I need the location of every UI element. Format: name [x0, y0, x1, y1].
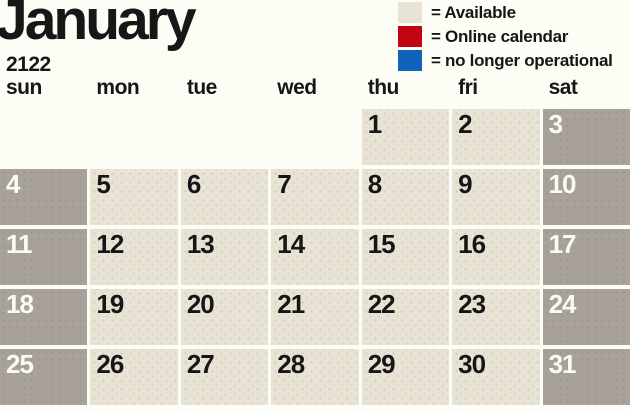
legend-label: = no longer operational	[431, 50, 613, 70]
calendar-cell-day-7[interactable]: 7	[271, 169, 359, 225]
calendar-grid: 1 2 3 4 5 6 7 8 9 10 11 12 13 14 15 16 17 18 19 20 21 22 23 24 2…	[0, 109, 630, 405]
month-title: January	[0, 0, 197, 52]
legend-item-online-calendar: = Online calendar	[398, 26, 613, 47]
calendar-cell-day-29[interactable]: 29	[362, 349, 450, 405]
calendar-cell-day-13[interactable]: 13	[181, 229, 269, 285]
legend-label: = Available	[431, 2, 516, 22]
calendar-cell-day-1[interactable]: 1	[362, 109, 450, 165]
calendar-cell-day-2[interactable]: 2	[452, 109, 540, 165]
legend-item-available: = Available	[398, 2, 613, 23]
calendar-cell-empty	[90, 109, 177, 165]
online-calendar-swatch-icon	[398, 26, 422, 47]
no-longer-operational-swatch-icon	[398, 50, 422, 71]
calendar-cell-day-4[interactable]: 4	[0, 169, 88, 225]
day-header-wed: wed	[277, 76, 317, 99]
day-header-mon: mon	[96, 76, 140, 99]
calendar-cell-day-9[interactable]: 9	[452, 169, 540, 225]
calendar-cell-day-8[interactable]: 8	[362, 169, 450, 225]
legend-label: = Online calendar	[431, 26, 569, 46]
calendar-cell-day-31[interactable]: 31	[542, 349, 630, 405]
day-header-fri: fri	[458, 76, 478, 99]
calendar-cell-day-6[interactable]: 6	[181, 169, 269, 225]
calendar-cell-day-5[interactable]: 5	[90, 169, 178, 225]
calendar-cell-empty	[271, 109, 358, 165]
calendar-cell-day-23[interactable]: 23	[452, 289, 540, 345]
calendar-cell-day-10[interactable]: 10	[542, 169, 630, 225]
calendar-cell-day-25[interactable]: 25	[0, 349, 88, 405]
calendar-cell-day-17[interactable]: 17	[542, 229, 630, 285]
calendar-cell-day-15[interactable]: 15	[362, 229, 450, 285]
day-header-thu: thu	[367, 76, 400, 99]
year-label: 2122	[6, 53, 51, 76]
day-header-sun: sun	[6, 76, 42, 99]
calendar-cell-empty	[0, 109, 87, 165]
calendar-cell-day-28[interactable]: 28	[271, 349, 359, 405]
calendar-cell-day-18[interactable]: 18	[0, 289, 88, 345]
calendar-cell-day-16[interactable]: 16	[452, 229, 540, 285]
calendar-cell-day-21[interactable]: 21	[271, 289, 359, 345]
calendar-cell-day-27[interactable]: 27	[181, 349, 269, 405]
calendar-cell-day-24[interactable]: 24	[542, 289, 630, 345]
legend: = Available = Online calendar = no longe…	[398, 2, 613, 71]
calendar-cell-day-22[interactable]: 22	[362, 289, 450, 345]
calendar-cell-empty	[181, 109, 268, 165]
calendar-cell-day-3[interactable]: 3	[542, 109, 630, 165]
calendar-cell-day-19[interactable]: 19	[90, 289, 178, 345]
calendar-cell-day-26[interactable]: 26	[90, 349, 178, 405]
calendar-cell-day-14[interactable]: 14	[271, 229, 359, 285]
calendar-cell-day-30[interactable]: 30	[452, 349, 540, 405]
calendar-cell-day-12[interactable]: 12	[90, 229, 178, 285]
legend-item-no-longer-operational: = no longer operational	[398, 50, 613, 71]
day-header-sat: sat	[548, 76, 578, 99]
available-swatch-icon	[398, 2, 422, 23]
day-header-tue: tue	[186, 76, 218, 99]
calendar-cell-day-11[interactable]: 11	[0, 229, 88, 285]
calendar-cell-day-20[interactable]: 20	[181, 289, 269, 345]
day-header-row: sun mon tue wed thu fri sat	[0, 76, 630, 100]
